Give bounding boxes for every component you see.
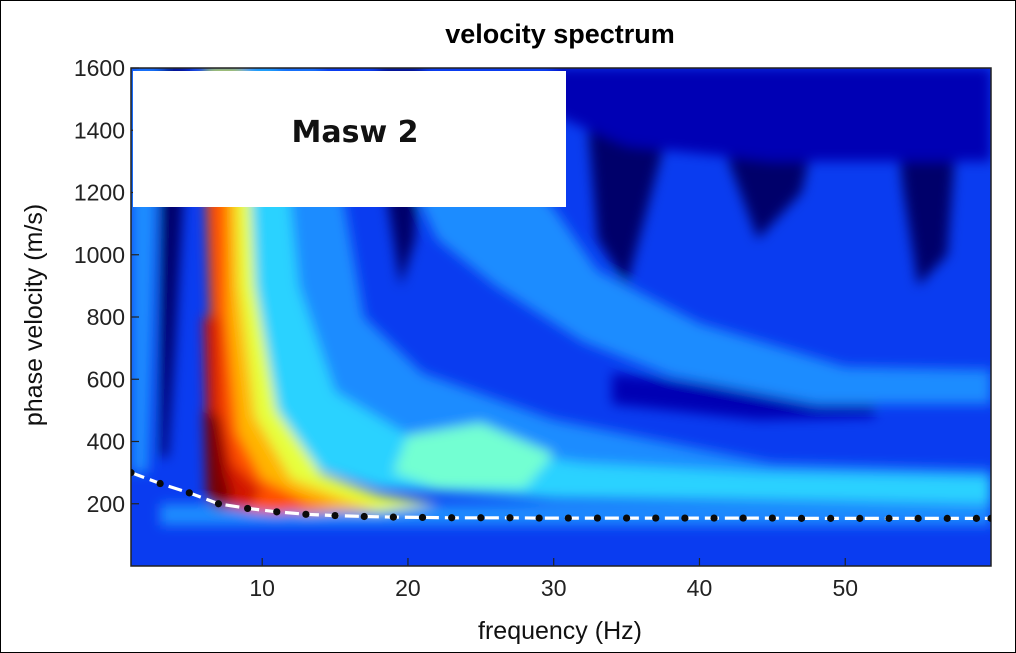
- y-axis-label: phase velocity (m/s): [20, 204, 48, 426]
- dispersion-curve-point: [185, 489, 193, 497]
- heatmap-dark-streak: [553, 68, 991, 162]
- x-tick-label: 50: [832, 575, 858, 601]
- heatmap-darkred-core: [203, 410, 234, 510]
- heatmap-mid-field: [393, 145, 991, 405]
- dispersion-curve-point: [885, 514, 893, 522]
- x-tick-label: 40: [687, 575, 713, 601]
- dispersion-curve-point: [131, 469, 135, 477]
- y-tick-label: 200: [87, 491, 125, 517]
- dispersion-curve-point: [360, 512, 368, 521]
- dispersion-curve: [131, 469, 991, 522]
- dispersion-curve-point: [273, 508, 281, 516]
- dispersion-curve-point: [331, 511, 339, 520]
- annotation-label: Masw 2: [292, 115, 419, 150]
- dispersion-curve-point: [506, 514, 514, 522]
- dispersion-curve-point: [943, 514, 951, 522]
- dispersion-curve-point: [710, 514, 718, 522]
- annotation-box: Masw 2: [133, 71, 566, 207]
- x-tick-label: 10: [249, 575, 275, 601]
- dispersion-curve-point: [535, 514, 543, 522]
- heatmap-orange-ridge: [203, 83, 379, 514]
- dispersion-curve-point: [739, 514, 747, 522]
- dispersion-curve-point: [972, 514, 981, 522]
- dispersion-curve-point: [448, 514, 456, 522]
- dispersion-curve-point: [622, 514, 631, 522]
- dispersion-curve-point: [418, 513, 427, 522]
- dispersion-curve-point: [856, 514, 864, 522]
- x-tick-label: 20: [395, 575, 421, 601]
- y-tick-label: 1200: [74, 180, 125, 206]
- dispersion-curve-point: [768, 514, 776, 522]
- y-tick-label: 800: [87, 304, 125, 330]
- heatmap-green-blob: [393, 422, 554, 489]
- dispersion-curve-point: [564, 514, 572, 522]
- y-tick-label: 400: [87, 429, 125, 455]
- dispersion-curve-point: [914, 514, 922, 522]
- dispersion-curve-point: [593, 514, 602, 522]
- heatmap-dark-streak: [612, 373, 875, 420]
- y-tick-label: 1400: [74, 117, 125, 143]
- dispersion-curve-point: [987, 514, 991, 522]
- dispersion-curve-point: [797, 514, 806, 522]
- dispersion-curve-point: [389, 513, 397, 521]
- dispersion-curve-point: [827, 514, 835, 522]
- heatmap-yellow-ridge: [203, 68, 438, 512]
- x-axis-label: frequency (Hz): [478, 617, 642, 645]
- dispersion-curve-point: [156, 479, 164, 488]
- dispersion-curve-point: [681, 514, 689, 522]
- heatmap-mid-field: [262, 68, 991, 498]
- dispersion-curve-point: [477, 514, 485, 522]
- chart-title: velocity spectrum: [445, 19, 675, 49]
- dispersion-curve-point: [652, 514, 660, 522]
- axes: 10 20 30 40 50 200 400 600 800 1000 1200 1400 1600: [74, 55, 992, 601]
- heatmap-blobs: [131, 68, 991, 526]
- dispersion-curve-point: [302, 510, 310, 518]
- x-tick-label: 30: [541, 575, 567, 601]
- y-tick-label: 600: [87, 366, 125, 392]
- y-tick-label: 1000: [74, 242, 125, 268]
- dispersion-curve-point: [244, 504, 252, 513]
- y-tick-label: 1600: [74, 55, 125, 81]
- dispersion-curve-point: [214, 500, 223, 508]
